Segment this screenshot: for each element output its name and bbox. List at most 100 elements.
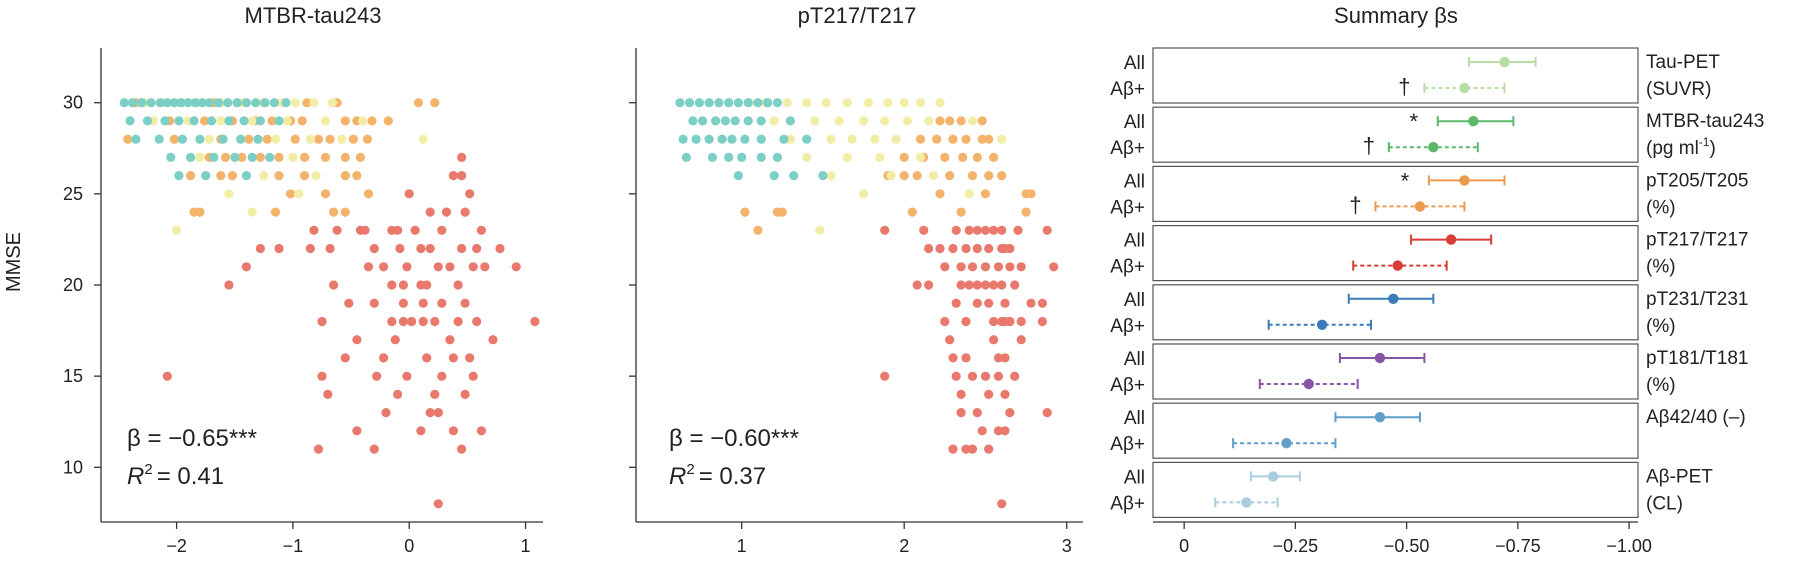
estimate-point-all bbox=[1468, 116, 1479, 127]
y-axis-label: MMSE bbox=[3, 232, 25, 292]
data-point-orange bbox=[958, 152, 968, 162]
data-point-red bbox=[323, 389, 333, 399]
data-point-red bbox=[460, 298, 470, 308]
significance-dagger: † bbox=[1349, 192, 1361, 217]
data-point-teal bbox=[724, 98, 734, 108]
forest-row: All Aβ+ pT217/T217 (%) bbox=[1110, 225, 1748, 282]
data-point-red bbox=[511, 262, 521, 272]
data-point-orange bbox=[340, 171, 350, 181]
data-point-red bbox=[993, 426, 1004, 436]
data-point-teal bbox=[251, 98, 261, 108]
data-point-teal bbox=[743, 98, 753, 108]
data-point-orange bbox=[355, 152, 365, 162]
data-point-orange bbox=[948, 134, 958, 144]
group-label-abeta: Aβ+ bbox=[1110, 434, 1145, 455]
data-point-red bbox=[433, 408, 443, 418]
data-point-red bbox=[956, 280, 966, 290]
data-point-red bbox=[468, 371, 478, 381]
unit-text: (%) bbox=[1646, 316, 1676, 337]
unit-text: (SUVR) bbox=[1646, 79, 1711, 100]
data-point-teal bbox=[239, 116, 249, 126]
data-point-orange bbox=[383, 116, 393, 126]
data-point-teal bbox=[189, 116, 199, 126]
data-point-orange bbox=[186, 171, 196, 181]
data-point-red bbox=[924, 280, 934, 290]
data-point-orange bbox=[227, 171, 237, 181]
data-point-teal bbox=[772, 98, 783, 108]
data-point-teal bbox=[255, 116, 265, 126]
data-point-yellow bbox=[294, 189, 304, 199]
data-point-red bbox=[940, 316, 950, 327]
data-point-red bbox=[924, 243, 934, 254]
x-tick-label: −0.75 bbox=[1495, 536, 1541, 556]
data-point-orange bbox=[274, 152, 284, 162]
data-point-yellow bbox=[964, 189, 974, 199]
data-point-teal bbox=[691, 134, 701, 144]
unit-text: (%) bbox=[1646, 375, 1676, 396]
unit-text: (CL) bbox=[1646, 493, 1683, 514]
data-point-red bbox=[476, 426, 486, 436]
data-point-orange bbox=[740, 207, 750, 217]
data-point-teal bbox=[247, 152, 257, 162]
data-point-yellow bbox=[311, 171, 321, 181]
panel-title-pt217: pT217/T217 bbox=[798, 3, 917, 28]
data-point-teal bbox=[119, 98, 129, 108]
biomarker-unit: (SUVR) bbox=[1646, 79, 1711, 100]
data-point-teal bbox=[174, 171, 184, 181]
data-point-orange bbox=[300, 152, 310, 162]
forest-row: All Aβ+ † Tau-PET (SUVR) bbox=[1110, 47, 1720, 104]
data-point-red bbox=[1026, 298, 1036, 308]
data-point-teal bbox=[269, 98, 279, 108]
data-point-orange bbox=[972, 152, 982, 162]
data-point-orange bbox=[935, 116, 945, 126]
data-point-red bbox=[997, 499, 1007, 509]
data-point-orange bbox=[915, 134, 926, 144]
data-point-yellow bbox=[782, 98, 792, 108]
data-point-yellow bbox=[327, 98, 338, 108]
data-point-teal bbox=[779, 134, 789, 144]
x-ticks: −2 −1 0 1 bbox=[166, 522, 531, 556]
data-point-red bbox=[1010, 280, 1020, 290]
row-frame bbox=[1152, 461, 1639, 518]
data-point-teal bbox=[213, 98, 224, 108]
data-point-red bbox=[980, 371, 991, 381]
data-point-red bbox=[360, 225, 370, 235]
data-point-teal bbox=[281, 98, 291, 108]
data-point-red bbox=[480, 262, 490, 272]
data-point-red bbox=[381, 408, 391, 418]
group-label-abeta: Aβ+ bbox=[1110, 375, 1145, 396]
estimate-point-all bbox=[1445, 234, 1457, 245]
data-point-red bbox=[472, 243, 482, 254]
data-point-red bbox=[390, 335, 400, 345]
data-point-red bbox=[460, 389, 470, 399]
group-label-abeta: Aβ+ bbox=[1110, 197, 1145, 218]
biomarker-unit: (pg ml-1) bbox=[1646, 135, 1716, 159]
data-point-yellow bbox=[842, 98, 852, 108]
data-point-yellow bbox=[924, 116, 934, 126]
significance-dagger: † bbox=[1398, 74, 1410, 99]
data-point-red bbox=[967, 262, 978, 272]
y-tick-label: 10 bbox=[63, 457, 83, 477]
data-point-yellow bbox=[883, 98, 893, 108]
data-point-orange bbox=[262, 134, 272, 144]
data-point-teal bbox=[241, 98, 251, 108]
data-point-red bbox=[880, 371, 890, 381]
data-point-teal bbox=[137, 98, 147, 108]
data-point-red bbox=[313, 444, 324, 454]
data-point-yellow bbox=[216, 116, 226, 126]
x-ticks: 0 −0.25 −0.50 −0.75 −1.00 bbox=[1179, 522, 1652, 556]
data-point-red bbox=[317, 371, 327, 381]
data-point-orange bbox=[899, 171, 909, 181]
data-point-red bbox=[1005, 316, 1015, 327]
data-point-red bbox=[453, 280, 463, 290]
unit-text: (pg ml bbox=[1646, 138, 1699, 159]
data-point-teal bbox=[756, 152, 766, 162]
data-point-orange bbox=[961, 134, 971, 144]
data-point-red bbox=[997, 280, 1007, 290]
forest-row: All Aβ+ Aβ42/40 (–) bbox=[1110, 402, 1746, 459]
data-point-red bbox=[989, 316, 999, 327]
data-point-orange bbox=[977, 134, 987, 144]
data-point-red bbox=[404, 189, 414, 199]
data-point-orange bbox=[348, 134, 358, 144]
